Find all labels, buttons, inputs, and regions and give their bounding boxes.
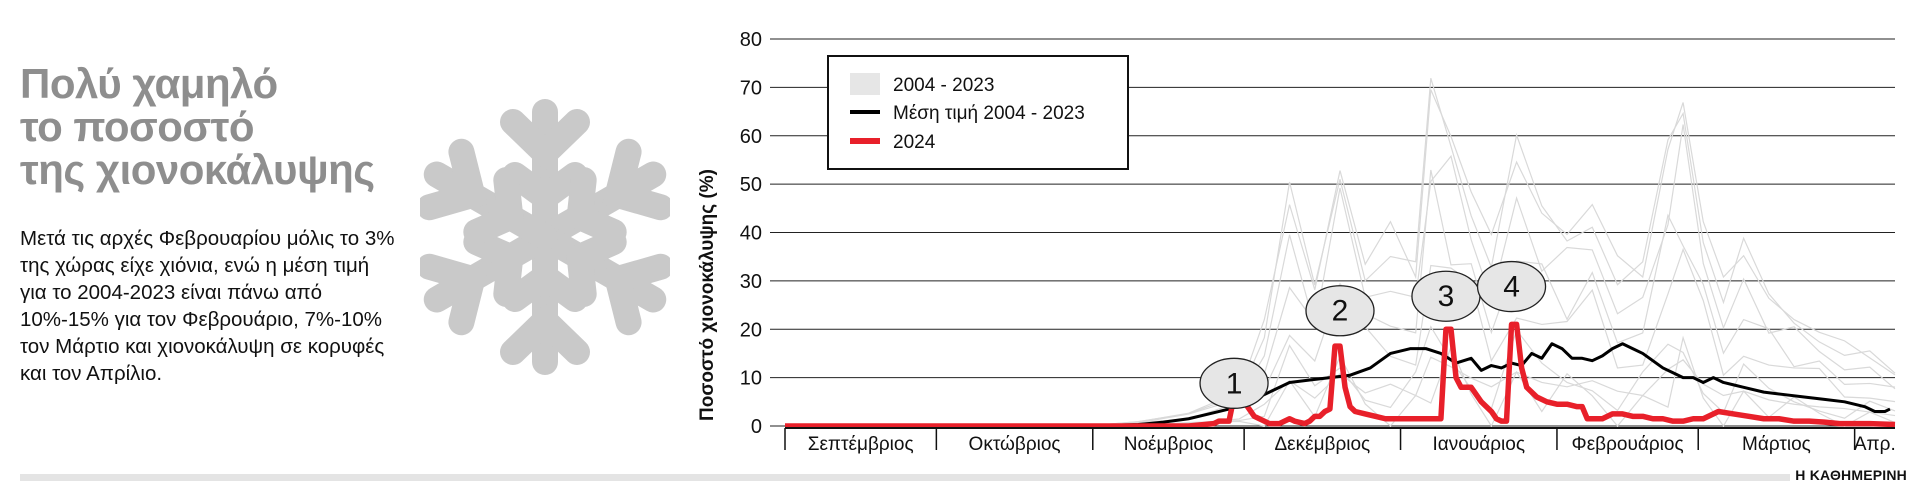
- headline-line-3: της χιονοκάλυψης: [20, 146, 375, 193]
- y-axis-ticks: 0 10 20 30 40 50 60 70 80: [740, 29, 762, 438]
- y-tick-label: 40: [740, 223, 762, 245]
- annotations: 1 2 3 4: [1199, 260, 1547, 409]
- y-axis-label: Ποσοστό χιονοκάλυψης (%): [697, 169, 718, 421]
- snowflake-icon: [420, 99, 670, 375]
- callout-bubble: [1305, 285, 1375, 337]
- callout-bubble: [1476, 260, 1547, 313]
- legend-label-mean: Μέση τιμή 2004 - 2023: [893, 103, 1085, 124]
- y-tick-label: 0: [751, 416, 762, 438]
- gridlines: [770, 38, 1895, 427]
- historical-year-line: [785, 169, 1896, 427]
- historical-year-line: [785, 124, 1896, 427]
- historical-year-line: [785, 356, 1896, 427]
- headline-line-2: το ποσοστό: [20, 103, 255, 150]
- month-label: Σεπτέμβριος: [808, 434, 914, 455]
- legend-swatch-band: [850, 73, 880, 95]
- y-tick-label: 30: [740, 271, 762, 293]
- brand-logo-text: Η ΚΑΘΗΜΕΡΙΝΗ: [1795, 467, 1907, 483]
- callout-number: 3: [1438, 280, 1455, 313]
- callout-bubble: [1199, 357, 1269, 409]
- body-text: Μετά τις αρχές Φεβρουαρίου μόλις το 3% τ…: [20, 227, 395, 385]
- y-tick-label: 50: [740, 174, 762, 196]
- month-label: Οκτώβριος: [969, 434, 1061, 455]
- y-tick-label: 80: [740, 29, 762, 51]
- snow-cover-chart: Σεπτέμβριος Οκτώβριος Νοέμβριος Δεκέμβριος Ι…: [697, 29, 1896, 455]
- series-lines: [785, 321, 1896, 429]
- historical-year-line: [785, 78, 1896, 427]
- y-tick-label: 60: [740, 126, 762, 148]
- callout-number: 1: [1226, 367, 1243, 400]
- y-tick-label: 20: [740, 319, 762, 341]
- callout-number: 4: [1503, 271, 1520, 304]
- month-label: Μάρτιος: [1742, 434, 1811, 455]
- month-label: Απρ.: [1854, 434, 1896, 455]
- y-tick-label: 10: [740, 368, 762, 390]
- month-label: Ιανουάριος: [1433, 434, 1525, 455]
- legend-label-2024: 2024: [893, 132, 936, 153]
- callout-number: 2: [1332, 295, 1349, 328]
- headline: Πολύ χαμηλό το ποσοστό της χιονοκάλυψης: [20, 62, 440, 191]
- month-label: Νοέμβριος: [1124, 434, 1213, 455]
- legend-label-band: 2004 - 2023: [893, 75, 994, 96]
- footer-rule: [20, 474, 1790, 481]
- historical-year-line: [785, 247, 1896, 427]
- legend: 2004 - 2023 Μέση τιμή 2004 - 2023 2024: [827, 55, 1129, 170]
- series-2024-line: [785, 321, 1896, 429]
- headline-line-1: Πολύ χαμηλό: [20, 60, 278, 107]
- month-label: Δεκέμβριος: [1274, 434, 1370, 455]
- month-label: Φεβρουάριος: [1572, 434, 1684, 455]
- mean-line: [785, 342, 1891, 428]
- x-axis: Σεπτέμβριος Οκτώβριος Νοέμβριος Δεκέμβριος Ι…: [784, 427, 1896, 455]
- y-tick-label: 70: [740, 77, 762, 99]
- historical-year-line: [785, 89, 1896, 427]
